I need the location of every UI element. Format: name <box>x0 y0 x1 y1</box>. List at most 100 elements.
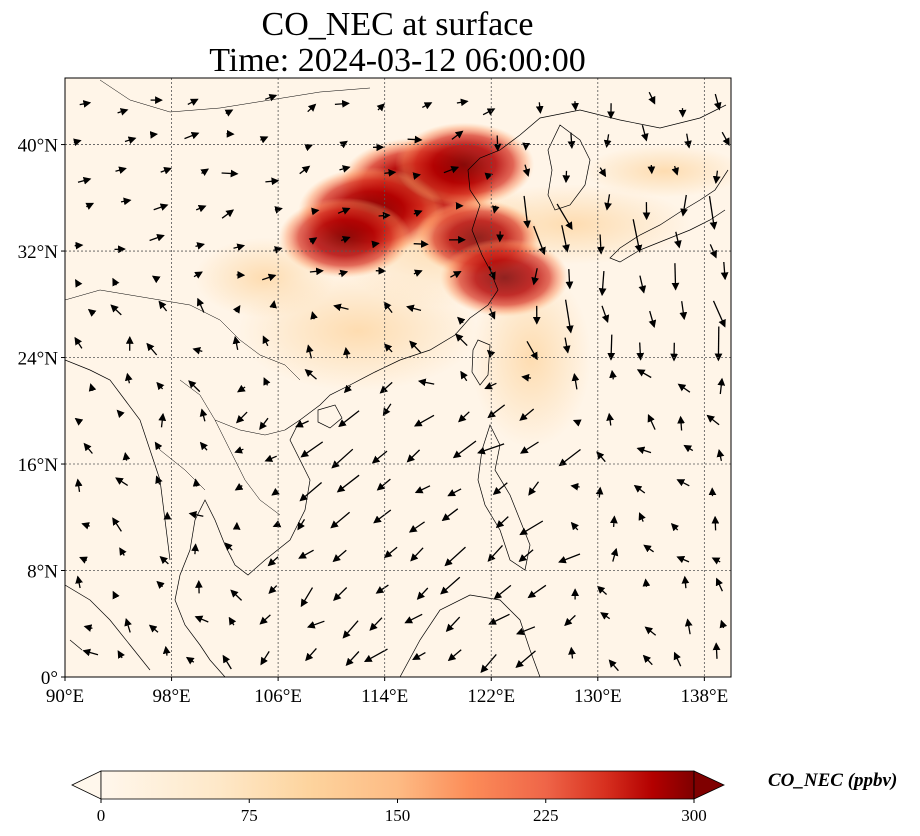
wind-arrow <box>306 620 325 629</box>
wind-arrow <box>528 481 540 496</box>
wind-arrow <box>383 301 393 313</box>
wind-arrow <box>85 202 95 210</box>
wind-arrow <box>188 510 204 519</box>
wind-arrow <box>440 576 461 595</box>
wind-arrow <box>567 132 576 149</box>
korea-outline <box>547 124 591 211</box>
wind-arrow <box>79 556 88 564</box>
wind-arrow <box>417 378 435 387</box>
wind-arrow <box>235 411 248 424</box>
wind-arrow <box>636 369 652 379</box>
wind-arrow <box>264 454 277 462</box>
wind-arrow <box>492 482 508 495</box>
wind-arrow <box>232 335 241 351</box>
wind-arrow <box>636 446 652 455</box>
wind-arrow <box>610 547 619 562</box>
wind-arrow <box>556 203 573 231</box>
wind-arrow <box>75 575 83 589</box>
wind-arrow <box>493 584 512 600</box>
indochina-coast <box>174 419 311 677</box>
wind-arrow <box>677 415 685 431</box>
wind-arrow <box>673 651 682 667</box>
map-title-line1: CO_NEC at surface <box>261 6 534 43</box>
wind-arrow <box>158 300 168 312</box>
co-plume-patch <box>278 197 411 278</box>
wind-arrow <box>598 271 607 297</box>
wind-arrow <box>406 304 422 313</box>
wind-arrow <box>407 135 423 144</box>
wind-arrow <box>558 448 581 467</box>
wind-arrow <box>408 521 425 533</box>
wind-arrow <box>154 441 163 451</box>
wind-arrow <box>369 617 383 631</box>
wind-arrow <box>712 642 721 659</box>
taiwan-outline <box>471 339 491 386</box>
wind-arrow <box>74 417 84 426</box>
wind-arrow <box>564 614 576 627</box>
wind-arrow <box>345 651 360 667</box>
sri-lanka-outline <box>69 639 83 651</box>
wind-arrow <box>112 517 122 532</box>
x-tick-label: 138°E <box>681 686 729 707</box>
wind-arrow <box>570 521 579 531</box>
wind-arrow <box>648 310 657 329</box>
wind-arrow <box>533 225 546 256</box>
wind-arrow <box>149 234 165 242</box>
y-tick-label: 24°N <box>18 349 59 370</box>
wind-arrow <box>124 136 137 144</box>
wind-arrow <box>146 342 158 356</box>
wind-arrow <box>561 225 570 253</box>
wind-arrow <box>112 277 120 287</box>
wind-arrow <box>608 659 619 672</box>
wind-arrow <box>259 417 269 431</box>
hainan-outline <box>317 404 343 429</box>
x-axis-ticks: 90°E 98°E 106°E 114°E 122°E 130°E 138°E <box>46 677 728 707</box>
wind-arrow <box>713 93 722 111</box>
wind-arrow <box>644 626 657 636</box>
wind-arrow <box>343 347 351 359</box>
gridlines <box>65 78 731 677</box>
wind-arrow <box>81 522 90 530</box>
wind-arrow <box>309 267 324 276</box>
japan-outline <box>609 169 729 263</box>
x-tick-label: 114°E <box>361 686 408 707</box>
wind-arrow <box>75 278 83 288</box>
y-tick-label: 8°N <box>27 562 58 583</box>
wind-arrow <box>531 268 539 286</box>
wind-arrow <box>638 512 646 522</box>
wind-arrow <box>331 448 354 469</box>
wind-arrow <box>383 546 398 559</box>
wind-arrow <box>712 300 726 328</box>
wind-arrow <box>228 616 237 626</box>
wind-arrow <box>721 131 730 146</box>
wind-arrow <box>310 311 318 320</box>
map-title-line2: Time: 2024-03-12 06:00:00 <box>209 42 586 79</box>
wind-arrow <box>562 337 571 354</box>
wind-arrow <box>413 240 429 248</box>
wind-arrow <box>638 275 647 294</box>
wind-arrow <box>234 446 244 454</box>
wind-arrow <box>404 613 423 624</box>
borneo-outline <box>399 594 541 677</box>
wind-arrow <box>410 547 424 562</box>
colorbar-tick-label: 0 <box>97 806 106 825</box>
wind-arrow <box>633 484 646 494</box>
wind-arrow <box>598 167 607 178</box>
wind-arrow <box>522 164 531 177</box>
wind-arrow <box>83 624 93 632</box>
wind-arrow <box>88 383 97 392</box>
wind-arrow <box>412 652 426 661</box>
wind-arrow <box>333 303 349 312</box>
wind-arrow <box>716 449 725 462</box>
wind-arrow <box>200 168 209 177</box>
wind-arrow <box>199 441 208 451</box>
colorbar-tick-label: 150 <box>385 806 411 825</box>
wind-arrow <box>299 165 311 175</box>
wind-arrow <box>515 650 536 668</box>
wind-arrow <box>568 646 576 659</box>
wind-arrow <box>259 614 271 625</box>
wind-arrow <box>222 654 232 670</box>
wind-arrow <box>124 617 132 633</box>
wind-arrow <box>338 269 349 278</box>
wind-arrow <box>596 234 605 255</box>
